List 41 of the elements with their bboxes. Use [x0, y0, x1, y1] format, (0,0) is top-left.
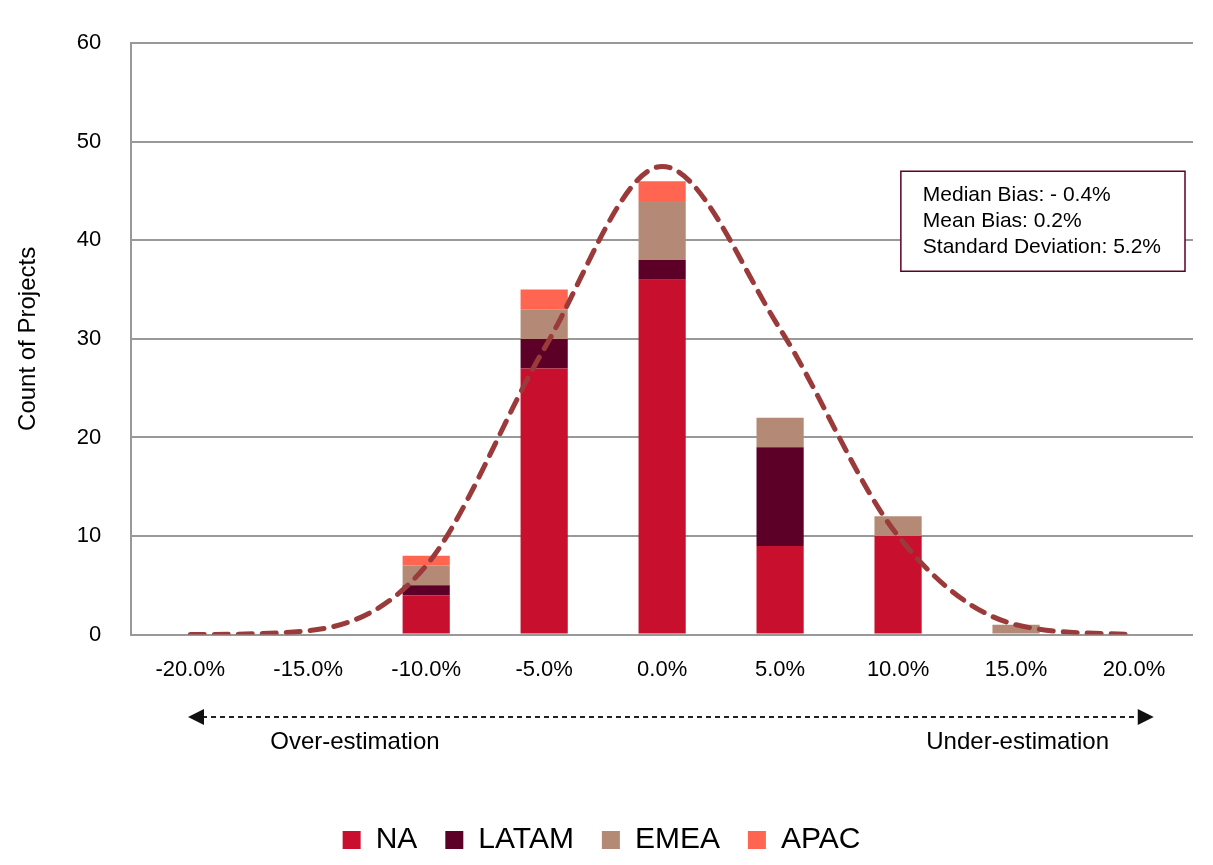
bar — [638, 181, 686, 201]
annotation: Standard Deviation: 5.2% — [922, 234, 1162, 257]
x-tick-label: 0.0% — [637, 655, 688, 681]
y-tick-label: 10 — [76, 522, 102, 548]
y-axis-title: Count of Projects — [13, 246, 41, 431]
bar — [520, 309, 568, 339]
x-tick-label: 20.0% — [1102, 655, 1166, 681]
y-tick-label: 20 — [76, 423, 102, 449]
y-tick-label: 50 — [76, 127, 102, 153]
bar — [756, 417, 804, 448]
y-tick-label: 60 — [76, 29, 102, 55]
legend-label: APAC — [780, 821, 861, 855]
x-tick-label: 5.0% — [755, 655, 806, 681]
legend-label: NA — [375, 821, 418, 855]
bar — [756, 447, 804, 546]
x-tick-label: 15.0% — [984, 655, 1048, 681]
bar — [874, 516, 922, 537]
annotation: Mean Bias: 0.2% — [922, 208, 1082, 231]
bar — [638, 279, 686, 634]
bar — [520, 289, 568, 310]
y-tick-label: 40 — [76, 226, 102, 252]
bar — [756, 545, 804, 634]
bar — [402, 595, 450, 634]
bar — [638, 260, 686, 280]
x-tick-label: -20.0% — [155, 655, 226, 681]
bar — [402, 555, 450, 566]
annotation: Median Bias: - 0.4% — [922, 182, 1111, 205]
bar — [520, 368, 568, 634]
legend-label: EMEA — [634, 821, 720, 855]
y-tick-label: 0 — [89, 620, 102, 646]
x-tick-label: -10.0% — [391, 655, 462, 681]
text: Over-estimation — [270, 727, 440, 755]
y-tick-label: 30 — [76, 324, 102, 350]
x-tick-label: 10.0% — [866, 655, 930, 681]
text: Under-estimation — [926, 727, 1110, 755]
bar — [874, 536, 922, 634]
bar — [638, 200, 686, 261]
legend-label: LATAM — [478, 821, 574, 855]
x-tick-label: -5.0% — [515, 655, 573, 681]
bar — [402, 585, 450, 596]
x-tick-label: -15.0% — [273, 655, 344, 681]
